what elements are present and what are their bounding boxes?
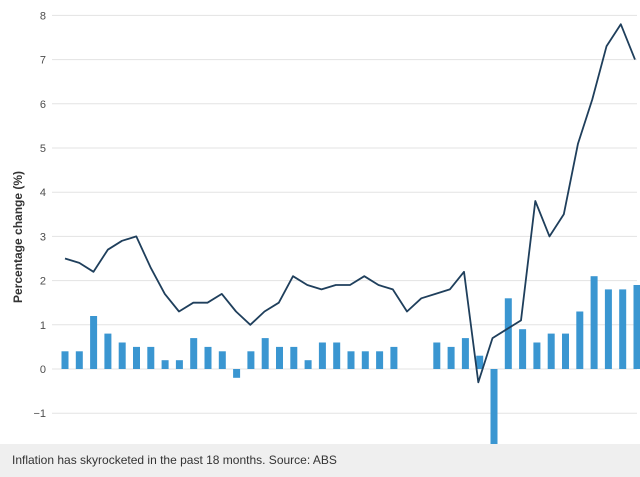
- bar: [90, 316, 98, 369]
- y-tick-label: 7: [40, 55, 46, 67]
- y-axis-ticks: −1 0 1 2 3 4 5 6 7 8: [33, 10, 46, 420]
- bar: [161, 360, 169, 369]
- line-path: [64, 23, 636, 384]
- bar: [619, 289, 627, 369]
- y-tick-label: 1: [40, 320, 46, 332]
- bar: [519, 329, 527, 369]
- bar: [590, 276, 598, 369]
- bar: [104, 333, 112, 369]
- bar: [204, 346, 212, 369]
- bar-series: [61, 276, 640, 444]
- bar: [218, 351, 226, 369]
- bar: [247, 351, 255, 369]
- y-tick-label: 2: [40, 276, 46, 288]
- bar: [490, 369, 498, 444]
- bar: [533, 342, 541, 369]
- bar: [347, 351, 355, 369]
- bar: [576, 311, 584, 369]
- bar: [604, 289, 612, 369]
- y-tick-label: 4: [40, 187, 46, 199]
- bar: [175, 360, 183, 369]
- bar: [547, 333, 555, 369]
- y-axis-label: Percentage change (%): [11, 171, 25, 303]
- chart-caption: Inflation has skyrocketed in the past 18…: [0, 444, 640, 477]
- bar: [133, 346, 140, 369]
- bar: [276, 346, 283, 369]
- bar: [504, 298, 512, 369]
- y-tick-label: 6: [40, 99, 46, 111]
- bar: [447, 346, 455, 369]
- bar: [461, 338, 469, 369]
- y-tick-label: 3: [40, 231, 46, 243]
- y-tick-label: 0: [40, 364, 46, 376]
- line-series: [64, 23, 636, 384]
- y-tick-label: −1: [33, 408, 46, 420]
- bar: [318, 342, 326, 369]
- bar: [361, 351, 369, 369]
- bar: [633, 285, 640, 369]
- bar: [290, 346, 298, 369]
- inflation-chart: −1 0 1 2 3 4 5 6 7 8 Percentage change (%): [11, 10, 640, 444]
- bar: [476, 355, 484, 369]
- y-tick-label: 5: [40, 143, 46, 155]
- bar: [333, 342, 341, 369]
- bar: [304, 360, 312, 369]
- bar: [261, 338, 269, 369]
- bar: [376, 351, 384, 369]
- bar: [390, 346, 398, 369]
- bar: [75, 351, 83, 369]
- bar: [433, 342, 441, 369]
- y-tick-label: 8: [40, 10, 46, 22]
- bar: [562, 333, 569, 369]
- bar: [61, 351, 69, 369]
- bar: [233, 369, 241, 378]
- bar: [190, 338, 198, 369]
- bar: [147, 346, 155, 369]
- bar: [118, 342, 126, 369]
